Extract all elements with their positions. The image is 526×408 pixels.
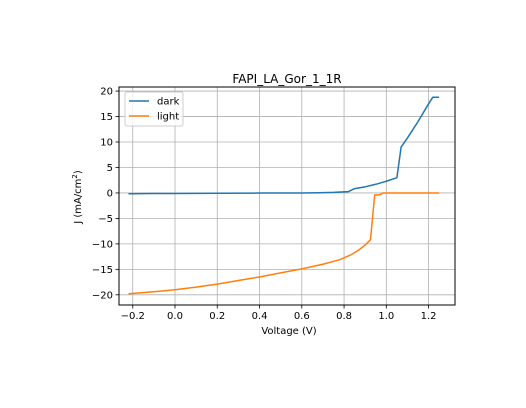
y-tick-label: −15 [92,265,113,276]
x-tick-label: 0.4 [252,311,268,322]
x-tick-label: 1.0 [378,311,394,322]
chart-title: FAPI_LA_Gor_1_1R [232,72,341,86]
y-tick-label: −20 [92,290,113,301]
x-tick-label: 0.6 [294,311,310,322]
y-axis-label: J (mA/cm2) [71,170,84,225]
x-tick-label: 0.2 [209,311,225,322]
y-tick-label: 10 [100,138,113,149]
y-tick-label: 0 [107,188,113,199]
series-layer [128,96,440,295]
y-tick-label: 15 [100,112,113,123]
y-axis-label-close: ) [73,170,84,174]
y-tick-label: 5 [107,163,113,174]
legend-label-light: light [157,112,179,123]
x-tick-label: −0.2 [121,311,145,322]
x-axis-label: Voltage (V) [261,326,316,337]
y-axis-label-main: J (mA/cm [73,179,84,225]
x-tick-label: 1.2 [421,311,437,322]
y-tick-label: −5 [98,214,113,225]
y-axis-label-superscript: 2 [71,174,79,178]
y-tick-label: 20 [100,87,113,98]
y-tick-label: −10 [92,239,113,250]
legend-label-dark: dark [157,97,180,108]
x-tick-label: 0.8 [336,311,352,322]
plot-frame [118,86,456,306]
grid [119,87,455,305]
series-line-dark [128,96,440,195]
legend: dark light [124,91,184,127]
y-axis-ticks: −20 −15 −10 −5 0 5 10 15 20 [92,87,119,301]
series-line-light [128,192,440,295]
x-axis-ticks: −0.2 0.0 0.2 0.4 0.6 0.8 1.0 1.2 [121,305,437,322]
x-tick-label: 0.0 [167,311,183,322]
